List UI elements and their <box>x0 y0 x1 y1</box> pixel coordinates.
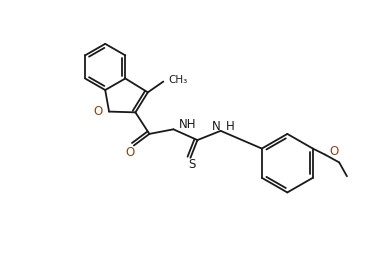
Text: CH₃: CH₃ <box>169 75 188 85</box>
Text: O: O <box>329 145 338 158</box>
Text: O: O <box>125 146 135 159</box>
Text: S: S <box>188 158 196 171</box>
Text: NH: NH <box>179 118 196 131</box>
Text: N: N <box>212 121 221 133</box>
Text: H: H <box>226 121 235 133</box>
Text: O: O <box>94 105 103 118</box>
